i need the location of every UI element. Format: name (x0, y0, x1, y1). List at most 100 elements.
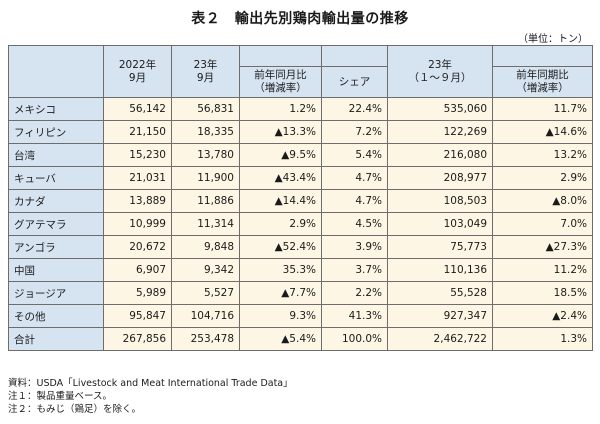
table-row: フィリピン 21,150 18,335 ▲13.3% 7.2% 122,269 ▲14.6% (8, 120, 593, 144)
value-cell-share: 4.7% (321, 189, 388, 213)
value-cell-v2023-09: 9,848 (171, 235, 240, 259)
table-row: 中国 6,907 9,342 35.3% 3.7% 110,136 11.2% (8, 258, 593, 282)
value-cell-v2023-ytd: 927,347 (387, 304, 493, 328)
country-cell: その他 (8, 304, 104, 328)
unit-label: （単位：トン） (518, 34, 588, 45)
value-cell-v2022-09: 56,142 (103, 97, 172, 121)
value-cell-share: 5.4% (321, 143, 388, 167)
value-cell-yoy-month: 35.3% (239, 258, 322, 282)
header-2023-sep: 23年 9月 (171, 45, 240, 98)
value-cell-yoy-month: ▲9.5% (239, 143, 322, 167)
header-2023-ytd: 23年 （１～９月） (387, 45, 493, 98)
value-cell-v2022-09: 6,907 (103, 258, 172, 282)
table-row: メキシコ 56,142 56,831 1.2% 22.4% 535,060 11.7% (8, 97, 593, 121)
value-cell-v2022-09: 15,230 (103, 143, 172, 167)
value-cell-yoy-period: 18.5% (492, 281, 593, 305)
header-blank-share (321, 45, 388, 67)
value-cell-yoy-month: ▲13.3% (239, 120, 322, 144)
value-cell-yoy-month: 1.2% (239, 97, 322, 121)
country-cell: 台湾 (8, 143, 104, 167)
value-cell-v2023-ytd: 75,773 (387, 235, 493, 259)
table-row: ジョージア 5,989 5,527 ▲7.7% 2.2% 55,528 18.5% (8, 281, 593, 305)
value-cell-v2022-09: 95,847 (103, 304, 172, 328)
value-cell-yoy-month: ▲5.4% (239, 327, 322, 351)
country-cell: フィリピン (8, 120, 104, 144)
value-cell-v2023-09: 9,342 (171, 258, 240, 282)
header-yoy-month: 前年同月比 （増減率） (239, 66, 322, 98)
value-cell-yoy-month: ▲43.4% (239, 166, 322, 190)
value-cell-v2023-ytd: 103,049 (387, 212, 493, 236)
value-cell-yoy-period: ▲2.4% (492, 304, 593, 328)
note-source: 資料：USDA「Livestock and Meat International… (8, 378, 293, 389)
header-share: シェア (321, 66, 388, 98)
country-cell: 中国 (8, 258, 104, 282)
value-cell-v2023-ytd: 216,080 (387, 143, 493, 167)
value-cell-v2023-09: 253,478 (171, 327, 240, 351)
country-cell: カナダ (8, 189, 104, 213)
table-row: 合計 267,856 253,478 ▲5.4% 100.0% 2,462,722 1.3% (8, 327, 593, 351)
value-cell-v2023-09: 104,716 (171, 304, 240, 328)
note-2: 注２：もみじ（鶏足）を除く。 (8, 404, 142, 415)
value-cell-v2022-09: 10,999 (103, 212, 172, 236)
value-cell-v2023-09: 11,314 (171, 212, 240, 236)
value-cell-v2023-09: 13,780 (171, 143, 240, 167)
table-row: その他 95,847 104,716 9.3% 41.3% 927,347 ▲2.4% (8, 304, 593, 328)
value-cell-v2022-09: 13,889 (103, 189, 172, 213)
value-cell-v2023-09: 11,886 (171, 189, 240, 213)
value-cell-v2023-ytd: 535,060 (387, 97, 493, 121)
value-cell-yoy-month: ▲14.4% (239, 189, 322, 213)
value-cell-yoy-period: 11.7% (492, 97, 593, 121)
value-cell-v2023-09: 18,335 (171, 120, 240, 144)
value-cell-yoy-period: 13.2% (492, 143, 593, 167)
value-cell-share: 2.2% (321, 281, 388, 305)
value-cell-v2023-09: 56,831 (171, 97, 240, 121)
value-cell-share: 41.3% (321, 304, 388, 328)
value-cell-share: 22.4% (321, 97, 388, 121)
note-1: 注１：製品重量ベース。 (8, 391, 113, 402)
value-cell-yoy-period: ▲27.3% (492, 235, 593, 259)
table-row: 台湾 15,230 13,780 ▲9.5% 5.4% 216,080 13.2% (8, 143, 593, 167)
value-cell-share: 7.2% (321, 120, 388, 144)
table-row: グアテマラ 10,999 11,314 2.9% 4.5% 103,049 7.0% (8, 212, 593, 236)
value-cell-v2023-09: 5,527 (171, 281, 240, 305)
country-cell: キューバ (8, 166, 104, 190)
table-row: キューバ 21,031 11,900 ▲43.4% 4.7% 208,977 2.9% (8, 166, 593, 190)
table-row: アンゴラ 20,672 9,848 ▲52.4% 3.9% 75,773 ▲27.3% (8, 235, 593, 259)
notes: 資料：USDA「Livestock and Meat International… (8, 377, 293, 416)
table-title: 表２ 輸出先別鶏肉輸出量の推移 (191, 11, 409, 27)
value-cell-share: 4.7% (321, 166, 388, 190)
value-cell-v2023-ytd: 55,528 (387, 281, 493, 305)
value-cell-v2022-09: 21,150 (103, 120, 172, 144)
value-cell-share: 3.9% (321, 235, 388, 259)
country-cell: ジョージア (8, 281, 104, 305)
value-cell-yoy-period: ▲8.0% (492, 189, 593, 213)
value-cell-v2023-ytd: 208,977 (387, 166, 493, 190)
country-cell: アンゴラ (8, 235, 104, 259)
value-cell-v2022-09: 5,989 (103, 281, 172, 305)
header-2022-sep: 2022年 9月 (103, 45, 172, 98)
header-blank-yoy-period (492, 45, 593, 67)
table-row: カナダ 13,889 11,886 ▲14.4% 4.7% 108,503 ▲8.0% (8, 189, 593, 213)
value-cell-yoy-period: 11.2% (492, 258, 593, 282)
value-cell-yoy-month: 2.9% (239, 212, 322, 236)
value-cell-v2023-09: 11,900 (171, 166, 240, 190)
value-cell-yoy-month: ▲52.4% (239, 235, 322, 259)
header-yoy-period: 前年同期比 （増減率） (492, 66, 593, 98)
value-cell-yoy-period: 1.3% (492, 327, 593, 351)
country-cell: メキシコ (8, 97, 104, 121)
value-cell-yoy-period: 2.9% (492, 166, 593, 190)
value-cell-share: 100.0% (321, 327, 388, 351)
value-cell-v2023-ytd: 122,269 (387, 120, 493, 144)
value-cell-yoy-month: 9.3% (239, 304, 322, 328)
value-cell-v2023-ytd: 110,136 (387, 258, 493, 282)
value-cell-v2023-ytd: 2,462,722 (387, 327, 493, 351)
value-cell-yoy-month: ▲7.7% (239, 281, 322, 305)
country-cell: 合計 (8, 327, 104, 351)
value-cell-yoy-period: ▲14.6% (492, 120, 593, 144)
value-cell-share: 3.7% (321, 258, 388, 282)
country-cell: グアテマラ (8, 212, 104, 236)
header-blank-yoy (239, 45, 322, 67)
header-blank (8, 45, 104, 98)
value-cell-yoy-period: 7.0% (492, 212, 593, 236)
value-cell-v2022-09: 267,856 (103, 327, 172, 351)
